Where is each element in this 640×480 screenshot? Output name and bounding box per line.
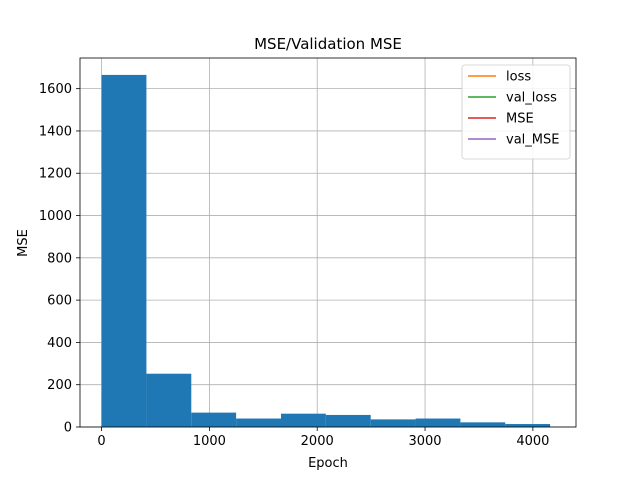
legend: loss val_loss MSE val_MSE <box>461 64 571 160</box>
histogram-bar-0 <box>101 74 147 428</box>
histogram-bar-8 <box>460 422 506 427</box>
x-tick-label-1: 1000 <box>193 434 226 449</box>
histogram-bar-5 <box>325 414 371 427</box>
legend-box <box>461 64 571 160</box>
plot-frame <box>79 57 577 428</box>
y-tick-label-5: 1000 <box>39 209 72 224</box>
y-tick-label-3: 600 <box>47 294 72 309</box>
y-tick-label-8: 1600 <box>39 82 72 97</box>
histogram-bar-4 <box>280 413 326 427</box>
x-tick-label-3: 3000 <box>408 434 441 449</box>
histogram-bar-9 <box>505 424 551 427</box>
histogram-bar-1 <box>146 373 192 427</box>
y-axis-label: MSE <box>16 229 31 257</box>
histogram-bars <box>101 74 551 428</box>
histogram-bar-3 <box>236 418 281 427</box>
y-tick-label-6: 1200 <box>39 167 72 182</box>
x-tick-label-0: 0 <box>97 434 105 449</box>
x-axis-label: Epoch <box>308 456 348 471</box>
histogram-bar-2 <box>191 412 237 427</box>
x-tick-label-2: 2000 <box>301 434 334 449</box>
y-tick-label-1: 200 <box>47 378 72 393</box>
y-tick-label-7: 1400 <box>39 124 72 139</box>
legend-entry-1: val_loss <box>506 91 557 106</box>
legend-entry-2: MSE <box>506 112 534 127</box>
axes: 0 1000 2000 3000 4000 0 200 400 600 800 1000 1200 14… <box>39 57 577 449</box>
y-tick-label-4: 800 <box>47 251 72 266</box>
grid-lines <box>80 58 576 428</box>
y-tick-label-0: 0 <box>64 421 72 436</box>
histogram-bar-7 <box>415 418 461 427</box>
y-tick-label-2: 400 <box>47 336 72 351</box>
legend-entry-0: loss <box>506 70 531 85</box>
histogram-bar-6 <box>370 419 416 427</box>
legend-entry-3: val_MSE <box>506 133 559 148</box>
x-tick-label-4: 4000 <box>516 434 549 449</box>
chart-title: MSE/Validation MSE <box>254 35 402 53</box>
